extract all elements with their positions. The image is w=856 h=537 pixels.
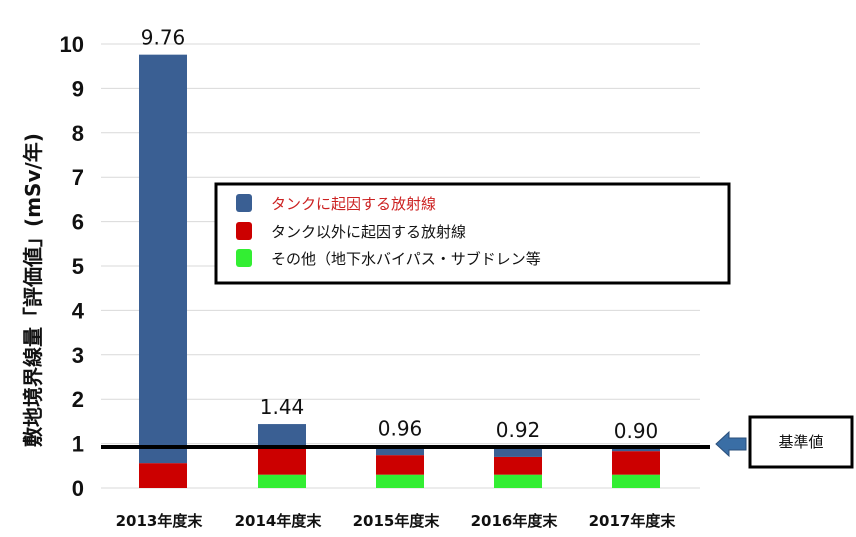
x-tick-label: 2013年度末 bbox=[116, 512, 204, 530]
legend-swatch bbox=[236, 194, 252, 212]
y-tick-label: 10 bbox=[60, 32, 84, 57]
data-label: 0.90 bbox=[614, 419, 659, 443]
y-tick-label: 0 bbox=[72, 476, 84, 501]
y-tick-label: 3 bbox=[72, 343, 84, 368]
data-label: 0.92 bbox=[496, 418, 541, 442]
legend-label: タンク以外に起因する放射線 bbox=[271, 223, 466, 241]
bar-segment bbox=[612, 448, 660, 452]
legend-label: タンクに起因する放射線 bbox=[271, 195, 436, 213]
y-axis-label: 敷地境界線量「評価値」(mSv/年) bbox=[21, 133, 45, 447]
legend-label: その他（地下水バイパス・サブドレン等 bbox=[271, 250, 541, 268]
legend-swatch bbox=[236, 222, 252, 240]
y-tick-label: 1 bbox=[72, 432, 84, 457]
bars bbox=[139, 54, 660, 488]
x-tick-label: 2016年度末 bbox=[471, 512, 559, 530]
bar-segment bbox=[139, 54, 187, 464]
reference-label: 基準値 bbox=[778, 433, 823, 451]
y-tick-label: 8 bbox=[72, 121, 84, 146]
bar-segment bbox=[612, 474, 660, 488]
bar-segment bbox=[258, 474, 306, 488]
data-label: 0.96 bbox=[378, 416, 423, 440]
bar-segment bbox=[494, 474, 542, 488]
bar-segment bbox=[139, 463, 187, 488]
legend-swatch bbox=[236, 249, 252, 267]
x-tick-label: 2017年度末 bbox=[589, 512, 677, 530]
bar-segment bbox=[376, 445, 424, 456]
legend-box bbox=[214, 182, 731, 285]
bar-segment bbox=[258, 448, 306, 475]
total-labels: 9.76 1.44 0.96 0.92 0.90 bbox=[141, 26, 659, 443]
y-tick-label: 7 bbox=[72, 165, 84, 190]
bar-segment bbox=[376, 474, 424, 488]
y-tick-label: 9 bbox=[72, 76, 84, 101]
bar-segment bbox=[494, 456, 542, 475]
y-axis-ticks: 0 1 2 3 4 5 6 7 8 9 10 bbox=[60, 32, 85, 501]
bar-segment bbox=[494, 447, 542, 457]
x-tick-label: 2014年度末 bbox=[235, 512, 323, 530]
bar-segment bbox=[376, 455, 424, 475]
legend: タンクに起因する放射線タンク以外に起因する放射線その他（地下水バイパス・サブドレ… bbox=[214, 182, 731, 285]
x-axis-ticks: 2013年度末 2014年度末 2015年度末 2016年度末 2017年度末 bbox=[116, 512, 677, 530]
y-tick-label: 5 bbox=[72, 254, 84, 279]
y-tick-label: 2 bbox=[72, 387, 84, 412]
data-label: 9.76 bbox=[141, 26, 186, 50]
bar-segment bbox=[612, 451, 660, 475]
reference: 基準値 bbox=[101, 415, 854, 469]
data-label: 1.44 bbox=[260, 395, 305, 419]
arrow-left-icon bbox=[715, 430, 747, 458]
y-tick-label: 4 bbox=[72, 298, 85, 323]
y-tick-label: 6 bbox=[72, 210, 84, 235]
bar-segment bbox=[258, 424, 306, 449]
x-tick-label: 2015年度末 bbox=[353, 512, 441, 530]
reference-box bbox=[748, 415, 854, 469]
